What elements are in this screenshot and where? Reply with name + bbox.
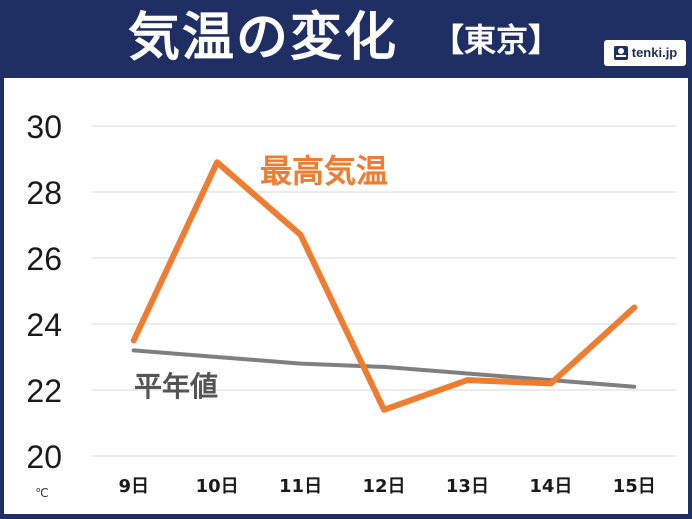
normal-point-4 <box>466 372 469 375</box>
normal-point-1 <box>216 356 219 358</box>
y-unit-label: ℃ <box>35 486 48 500</box>
max-temp-point-2 <box>299 233 302 236</box>
x-tick-label: 12日 <box>362 476 405 497</box>
brand-logo: tenki.jp <box>604 40 686 66</box>
location-subtitle: 【東京】 <box>432 21 561 59</box>
normal-point-0 <box>132 349 135 352</box>
max-temp-point-6 <box>633 306 636 309</box>
x-tick-label: 9日 <box>118 476 149 497</box>
y-tick-label: 28 <box>26 175 62 211</box>
max-temp-point-3 <box>383 408 385 411</box>
x-tick-label: 14日 <box>529 476 572 497</box>
y-tick-label: 20 <box>26 439 62 475</box>
y-tick-label: 30 <box>26 109 62 145</box>
normal-point-2 <box>299 362 302 365</box>
max-temp-point-4 <box>466 379 469 382</box>
max-temp-point-1 <box>216 161 219 164</box>
plot-panel: 20 22 24 26 28 30 ℃ 9日 10日 11日 12日 13日 14日 15日 最高気温平年値 <box>4 78 688 514</box>
brand-text: tenki.jp <box>631 45 678 60</box>
x-tick-label: 10日 <box>196 476 239 497</box>
max-temp-point-5 <box>549 382 552 385</box>
page-title: 気温の変化 <box>128 8 399 68</box>
x-tick-label: 11日 <box>279 476 322 497</box>
y-tick-label: 26 <box>26 241 62 277</box>
header-bar: 気温の変化 【東京】 tenki.jp <box>0 0 692 78</box>
series-label-max-temp: 最高気温 <box>260 152 388 190</box>
x-tick-label: 15日 <box>613 476 656 497</box>
normal-point-6 <box>633 385 636 388</box>
y-tick-label: 22 <box>26 373 62 409</box>
brand-mark-icon <box>613 46 628 60</box>
x-tick-label: 13日 <box>446 476 489 497</box>
series-label-normal: 平年値 <box>134 370 218 403</box>
normal-point-3 <box>383 365 385 368</box>
max-temp-point-0 <box>132 339 135 342</box>
y-tick-label: 24 <box>26 307 62 343</box>
